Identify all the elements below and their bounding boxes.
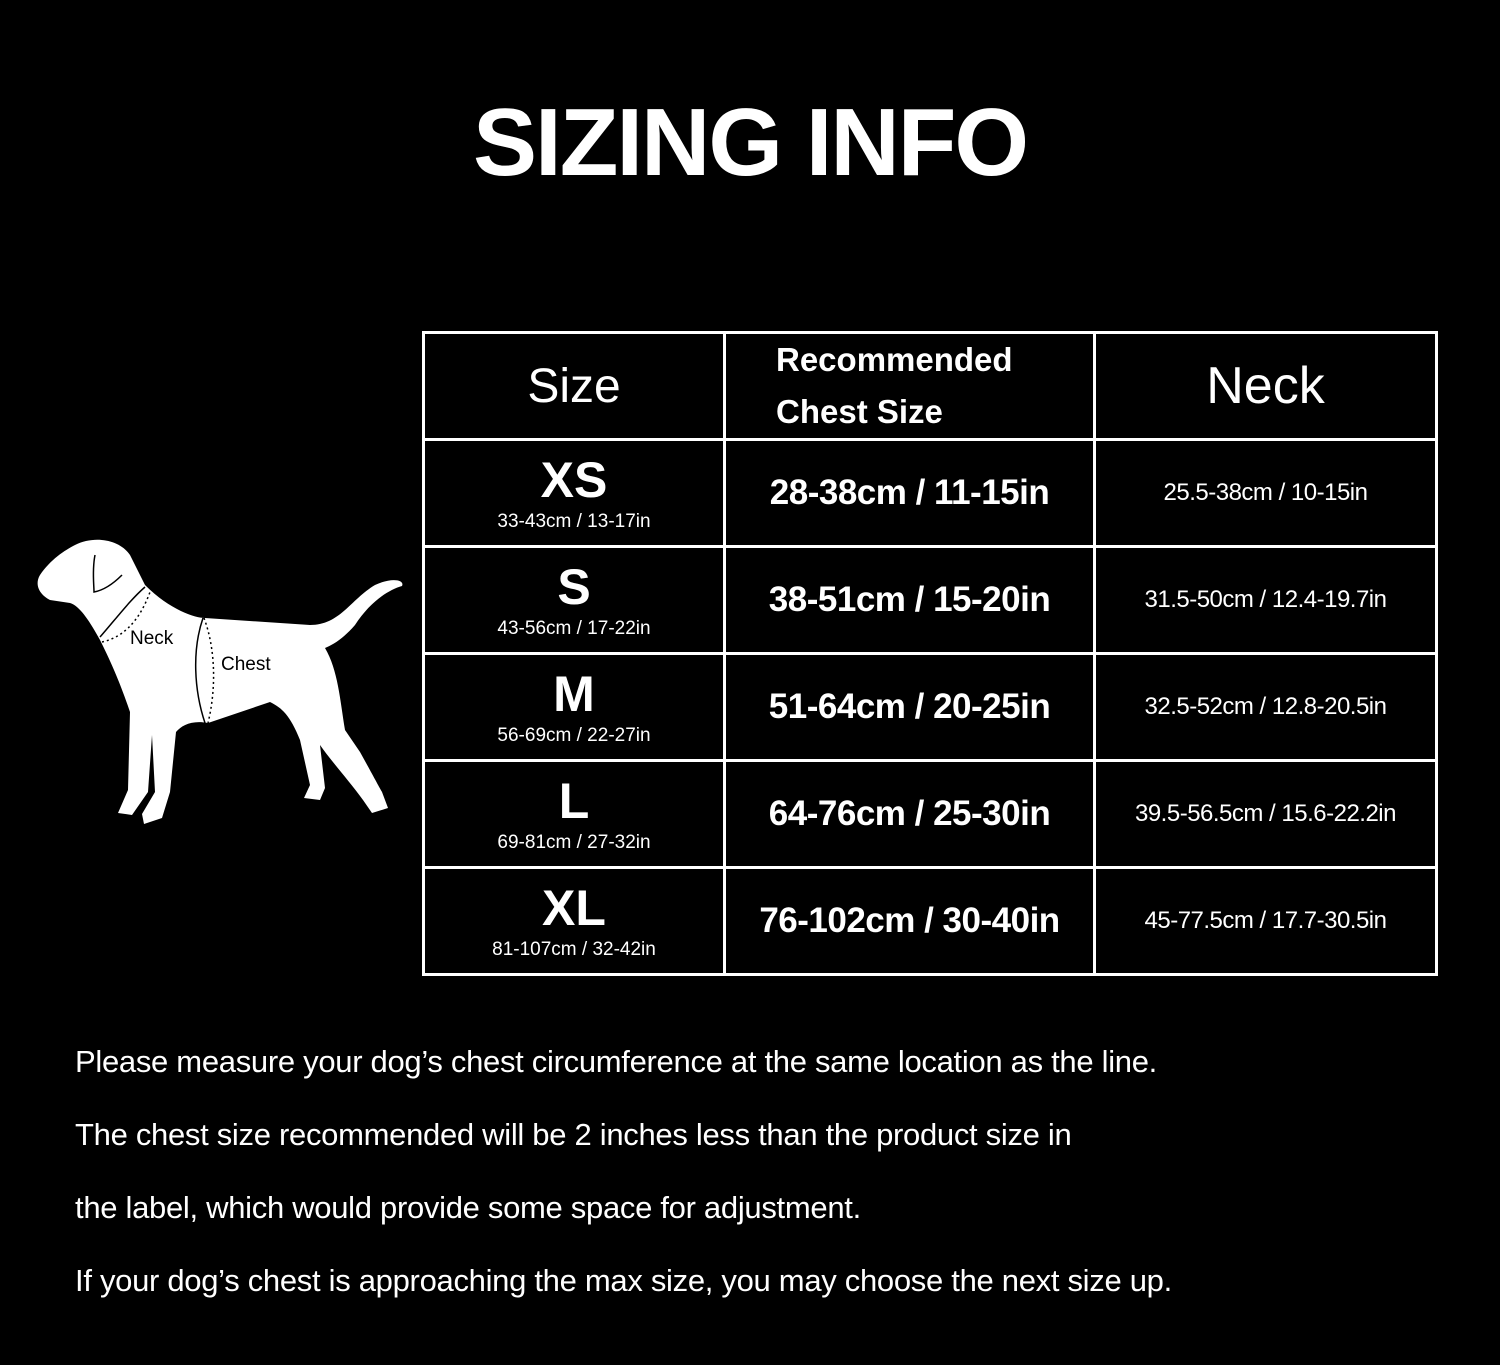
neck-size-cell: 32.5-52cm / 12.8-20.5in	[1093, 652, 1438, 762]
note-line: the label, which would provide some spac…	[75, 1190, 861, 1225]
header-neck: Neck	[1093, 331, 1438, 441]
dog-measurement-diagram: Neck Chest	[37, 539, 403, 824]
table-row: XL 81-107cm / 32-42in 76-102cm / 30-40in …	[422, 866, 1438, 976]
size-cell: XL 81-107cm / 32-42in	[422, 866, 726, 976]
size-label: XS	[540, 452, 608, 508]
product-size: 33-43cm / 13-17in	[497, 511, 651, 532]
product-size: 69-81cm / 27-32in	[497, 832, 651, 853]
chest-label: Chest	[221, 654, 271, 675]
note-line: If your dog’s chest is approaching the m…	[75, 1263, 1172, 1298]
note-line: Please measure your dog’s chest circumfe…	[75, 1044, 1157, 1079]
header-chest: Recommended Chest Size	[723, 331, 1096, 441]
neck-size-cell: 31.5-50cm / 12.4-19.7in	[1093, 545, 1438, 655]
neck-size-cell: 39.5-56.5cm / 15.6-22.2in	[1093, 759, 1438, 869]
table-header-row: Size Recommended Chest Size Neck	[422, 331, 1438, 441]
table-row: XS 33-43cm / 13-17in 28-38cm / 11-15in 25…	[422, 438, 1438, 548]
table-row: L 69-81cm / 27-32in 64-76cm / 25-30in 39.…	[422, 759, 1438, 869]
neck-size-cell: 25.5-38cm / 10-15in	[1093, 438, 1438, 548]
chest-line	[194, 617, 206, 724]
neck-size-cell: 45-77.5cm / 17.7-30.5in	[1093, 866, 1438, 976]
neck-dotted-line	[101, 591, 151, 643]
note-line: The chest size recommended will be 2 inc…	[75, 1117, 1072, 1152]
table-row: M 56-69cm / 22-27in 51-64cm / 20-25in 32.…	[422, 652, 1438, 762]
size-cell: S 43-56cm / 17-22in	[422, 545, 726, 655]
chest-size-cell: 38-51cm / 15-20in	[723, 545, 1096, 655]
chest-size-cell: 76-102cm / 30-40in	[723, 866, 1096, 976]
size-label: L	[558, 773, 590, 829]
size-label: S	[557, 559, 591, 615]
chest-size-cell: 64-76cm / 25-30in	[723, 759, 1096, 869]
neck-line	[99, 586, 146, 638]
size-cell: M 56-69cm / 22-27in	[422, 652, 726, 762]
size-cell: L 69-81cm / 27-32in	[422, 759, 726, 869]
header-size: Size	[422, 331, 726, 441]
chest-size-cell: 51-64cm / 20-25in	[723, 652, 1096, 762]
product-size: 43-56cm / 17-22in	[497, 618, 651, 639]
ear	[92, 554, 123, 593]
size-cell: XS 33-43cm / 13-17in	[422, 438, 726, 548]
chest-size-cell: 28-38cm / 11-15in	[723, 438, 1096, 548]
table-row: S 43-56cm / 17-22in 38-51cm / 15-20in 31.…	[422, 545, 1438, 655]
measurement-notes: Please measure your dog’s chest circumfe…	[75, 1040, 1172, 1332]
chest-dotted-line	[203, 617, 215, 724]
size-label: XL	[542, 880, 606, 936]
page-title: SIZING INFO	[473, 89, 1029, 196]
product-size: 81-107cm / 32-42in	[492, 939, 656, 960]
neck-label: Neck	[130, 628, 174, 649]
size-label: M	[553, 666, 595, 722]
size-table: Size Recommended Chest Size Neck XS 33-43…	[422, 331, 1438, 976]
product-size: 56-69cm / 22-27in	[497, 725, 651, 746]
dog-silhouette	[37, 539, 403, 824]
header-chest-line1: Recommended	[776, 341, 1013, 378]
header-chest-line2: Chest Size	[776, 393, 943, 430]
